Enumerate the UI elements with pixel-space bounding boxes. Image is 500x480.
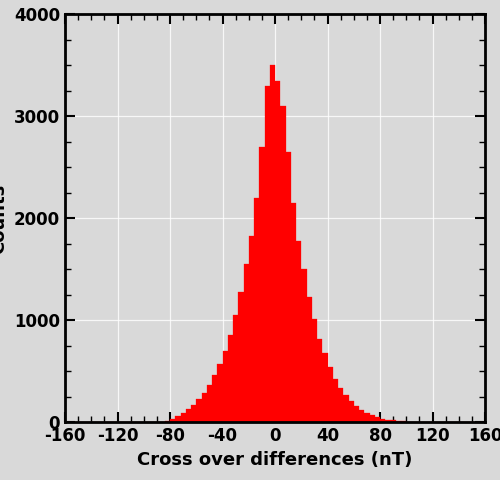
Bar bbox=[286, 152, 291, 422]
Bar bbox=[291, 203, 296, 422]
Bar bbox=[396, 421, 401, 422]
Bar bbox=[364, 413, 370, 422]
Bar bbox=[233, 315, 238, 422]
Bar bbox=[254, 198, 259, 422]
X-axis label: Cross over differences (nT): Cross over differences (nT) bbox=[138, 451, 412, 469]
Bar bbox=[296, 241, 301, 422]
Bar bbox=[196, 399, 202, 422]
Bar bbox=[348, 401, 354, 422]
Bar bbox=[390, 420, 396, 422]
Bar bbox=[249, 236, 254, 422]
Bar bbox=[207, 384, 212, 422]
Bar bbox=[222, 351, 228, 422]
Bar bbox=[375, 417, 380, 422]
Bar bbox=[401, 421, 406, 422]
Bar bbox=[186, 409, 191, 422]
Bar bbox=[270, 65, 275, 422]
Bar bbox=[176, 416, 180, 422]
Bar bbox=[170, 419, 175, 422]
Bar bbox=[191, 405, 196, 422]
Bar bbox=[338, 388, 343, 422]
Bar bbox=[217, 364, 222, 422]
Bar bbox=[244, 264, 249, 422]
Bar bbox=[370, 415, 375, 422]
Bar bbox=[165, 420, 170, 422]
Bar bbox=[317, 339, 322, 422]
Bar bbox=[238, 292, 244, 422]
Bar bbox=[312, 319, 317, 422]
Bar bbox=[160, 421, 165, 422]
Bar bbox=[228, 335, 233, 422]
Bar bbox=[301, 269, 306, 422]
Bar bbox=[275, 81, 280, 422]
Bar bbox=[212, 375, 217, 422]
Bar bbox=[343, 395, 348, 422]
Bar bbox=[259, 147, 264, 422]
Bar bbox=[354, 406, 359, 422]
Bar bbox=[180, 413, 186, 422]
Bar bbox=[333, 379, 338, 422]
Bar bbox=[322, 353, 328, 422]
Bar bbox=[359, 409, 364, 422]
Bar bbox=[306, 297, 312, 422]
Bar bbox=[328, 367, 333, 422]
Y-axis label: Counts: Counts bbox=[0, 183, 8, 253]
Bar bbox=[380, 419, 385, 422]
Bar bbox=[385, 420, 390, 422]
Bar bbox=[202, 393, 207, 422]
Bar bbox=[280, 106, 285, 422]
Bar bbox=[264, 86, 270, 422]
